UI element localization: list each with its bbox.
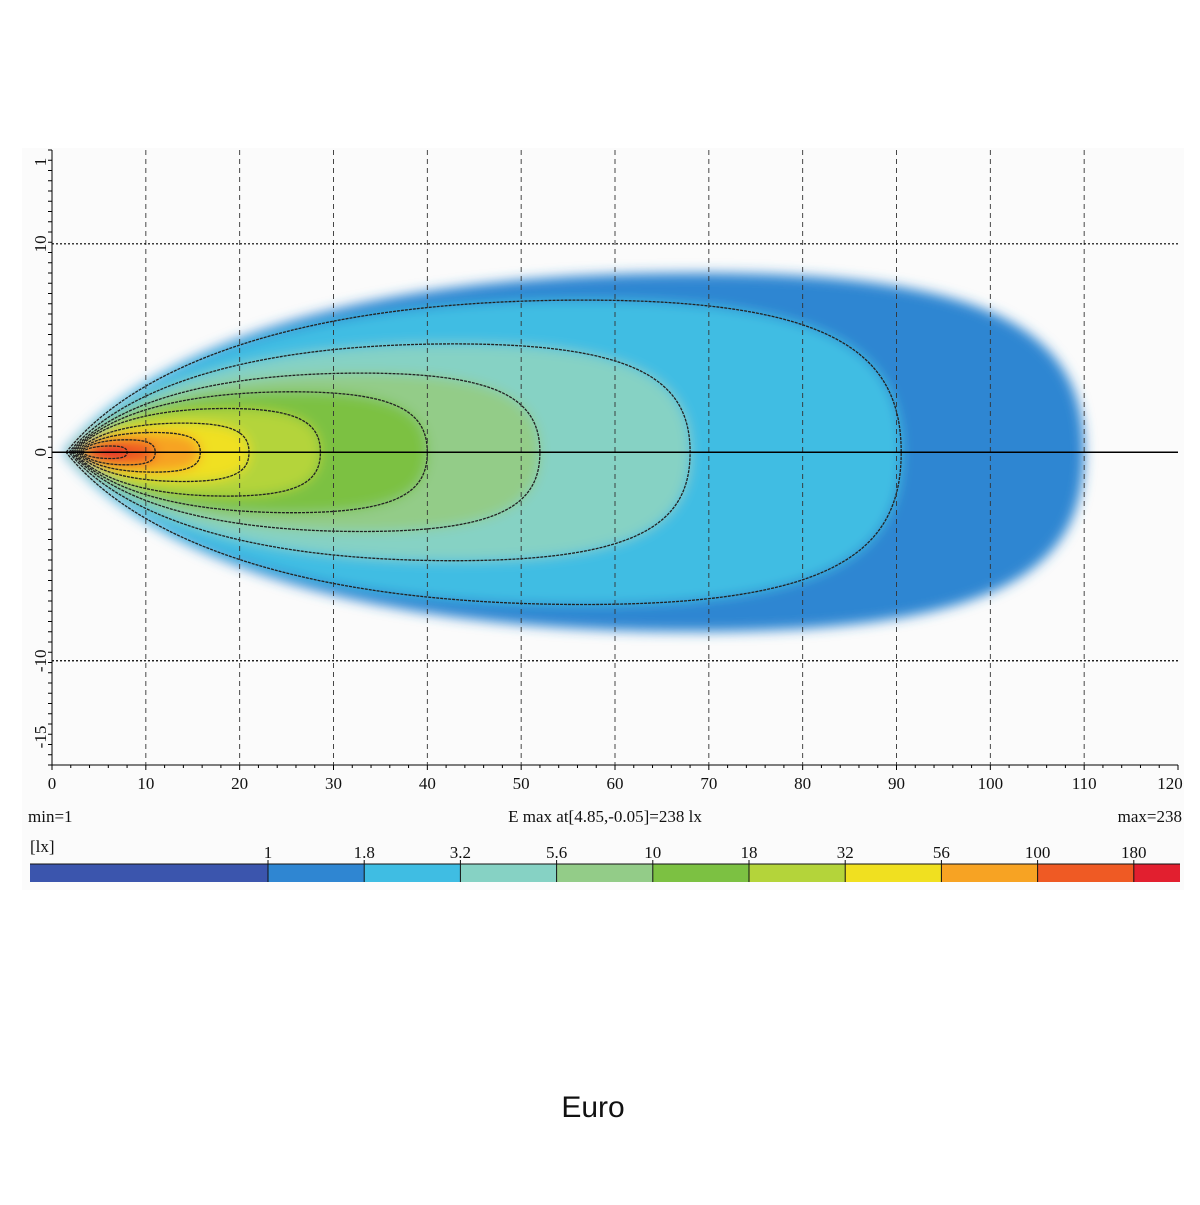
color-bar-label: 5.6	[546, 843, 567, 862]
color-bar-label: 32	[837, 843, 854, 862]
color-bar-label: 180	[1121, 843, 1147, 862]
color-bar-segment	[364, 864, 461, 882]
isolux-contour	[79, 439, 156, 466]
x-tick-label: 30	[325, 774, 342, 793]
x-tick-label: 100	[978, 774, 1004, 793]
color-bar-segment	[268, 864, 365, 882]
color-bar-segment	[460, 864, 557, 882]
color-bar-segment	[652, 864, 749, 882]
x-tick-label: 60	[607, 774, 624, 793]
isolux-contour	[69, 372, 541, 533]
color-bar-below	[30, 864, 268, 882]
x-tick-label: 40	[419, 774, 436, 793]
color-bar-segment	[1037, 864, 1134, 882]
color-bar-segment	[556, 864, 653, 882]
y-tick-label: 10	[31, 235, 50, 252]
max-label: max=238	[1118, 807, 1182, 826]
x-tick-label: 0	[48, 774, 57, 793]
y-tick-label: 0	[31, 448, 50, 457]
color-bar-label: 18	[741, 843, 758, 862]
x-tick-label: 120	[1157, 774, 1183, 793]
y-tick-label: -15	[31, 726, 50, 749]
isolux-contour	[65, 299, 902, 606]
x-tick-label: 20	[231, 774, 248, 793]
color-bar: 1 1.8 3.2 5.6 10 18 32 56 100 180	[30, 843, 1180, 882]
color-bar-label: 1.8	[354, 843, 375, 862]
color-bar-label: 100	[1025, 843, 1051, 862]
caption: Euro	[561, 1091, 624, 1124]
color-bar-label: 10	[644, 843, 661, 862]
x-tick-label: 80	[794, 774, 811, 793]
emax-label: E max at[4.85,-0.05]=238 lx	[508, 807, 702, 826]
color-bar-label: 56	[933, 843, 950, 862]
color-bar-segment	[845, 864, 942, 882]
color-bar-segment	[749, 864, 846, 882]
color-bar-segment	[1133, 864, 1180, 882]
unit-label: [lx]	[30, 837, 55, 856]
color-bar-label: 1	[264, 843, 273, 862]
x-tick-label: 10	[137, 774, 154, 793]
min-label: min=1	[28, 807, 73, 826]
x-tick-label: 110	[1072, 774, 1097, 793]
color-bar-segment	[941, 864, 1038, 882]
y-tick-label: -10	[31, 649, 50, 672]
color-bar-label: 3.2	[450, 843, 471, 862]
x-tick-label: 90	[888, 774, 905, 793]
x-tick-label: 70	[700, 774, 717, 793]
x-tick-label: 50	[513, 774, 530, 793]
isolux-contour	[71, 391, 428, 514]
y-tick-label: 1	[31, 158, 50, 167]
